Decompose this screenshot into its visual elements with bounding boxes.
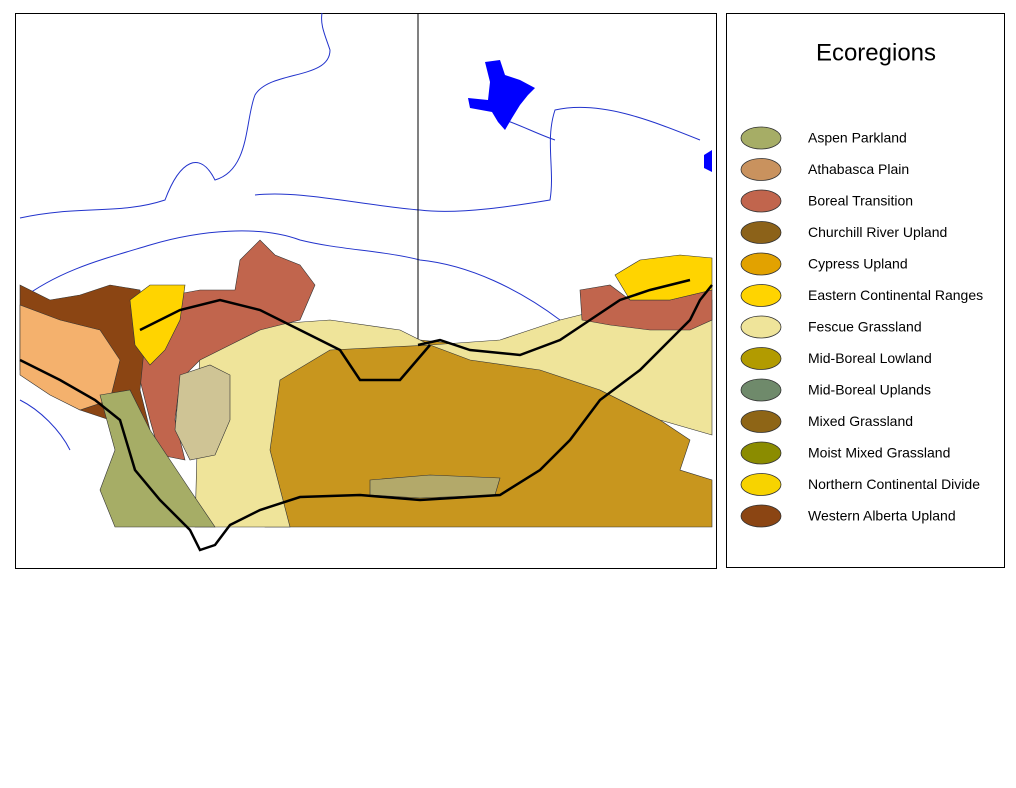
legend-swatch	[740, 441, 782, 465]
legend-swatch	[740, 315, 782, 339]
legend: Ecoregions Aspen Parkland Athabasca Plain…	[726, 13, 1005, 568]
legend-label: Athabasca Plain	[808, 161, 909, 177]
legend-title: Ecoregions	[816, 39, 936, 66]
legend-swatch	[740, 126, 782, 150]
legend-label: Moist Mixed Grassland	[808, 445, 950, 461]
legend-swatch	[740, 221, 782, 244]
legend-label: Northern Continental Divide	[808, 476, 980, 492]
legend-label: Cypress Upland	[808, 256, 908, 272]
rivers	[19, 12, 701, 451]
legend-swatch	[740, 252, 782, 276]
legend-swatch	[740, 410, 782, 433]
legend-label: Churchill River Upland	[808, 224, 947, 240]
legend-items: Aspen Parkland Athabasca Plain Boreal Tran…	[740, 126, 983, 528]
legend-swatch	[740, 504, 782, 528]
legend-label: Mid-Boreal Lowland	[808, 350, 932, 366]
legend-swatch	[740, 473, 782, 496]
legend-label: Fescue Grassland	[808, 319, 922, 335]
legend-label: Mid-Boreal Uplands	[808, 382, 931, 398]
map	[15, 12, 717, 569]
legend-label: Western Alberta Upland	[808, 508, 956, 524]
legend-swatch	[740, 158, 782, 181]
legend-label: Mixed Grassland	[808, 413, 913, 429]
basin-boundary	[19, 278, 713, 552]
legend-label: Boreal Transition	[808, 193, 913, 209]
legend-label: Aspen Parkland	[808, 130, 907, 146]
legend-swatch	[740, 284, 782, 307]
legend-swatch	[740, 189, 782, 213]
lakes	[468, 60, 712, 172]
legend-swatch	[740, 378, 782, 402]
legend-swatch	[740, 347, 782, 370]
legend-label: Eastern Continental Ranges	[808, 287, 983, 303]
ecoregions	[19, 239, 713, 528]
